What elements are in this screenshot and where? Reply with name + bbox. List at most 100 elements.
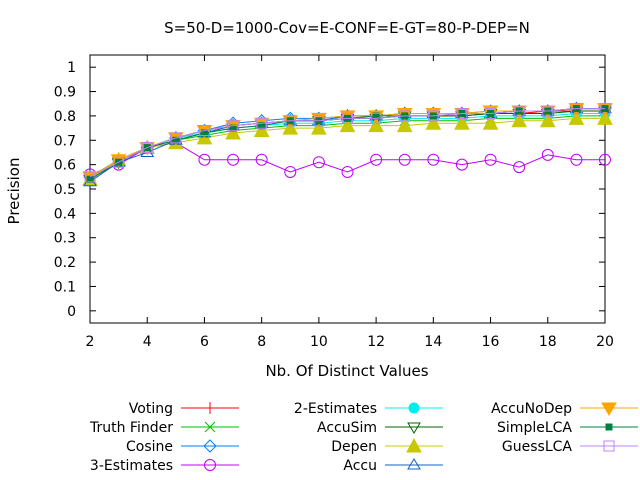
data-point bbox=[541, 148, 554, 161]
legend-label: 3-Estimates bbox=[90, 458, 173, 474]
data-point bbox=[427, 110, 439, 122]
data-point bbox=[368, 117, 384, 133]
data-point bbox=[256, 117, 268, 129]
legend-label: Cosine bbox=[126, 439, 173, 455]
data-point bbox=[339, 117, 356, 133]
data-point bbox=[198, 153, 211, 166]
legend-item-guesslca: GuessLCA bbox=[502, 439, 638, 455]
data-point bbox=[456, 107, 468, 119]
data-point bbox=[284, 115, 296, 127]
x-tick-label: 6 bbox=[200, 334, 209, 350]
data-point bbox=[84, 171, 96, 183]
data-point bbox=[255, 153, 268, 166]
data-point bbox=[599, 103, 611, 115]
data-point bbox=[455, 158, 468, 171]
legend-marker bbox=[407, 422, 421, 434]
data-point bbox=[341, 165, 354, 178]
y-tick-label: 0.1 bbox=[54, 279, 76, 295]
x-tick-label: 8 bbox=[257, 334, 266, 350]
y-tick-label: 0.6 bbox=[54, 158, 76, 174]
legend-marker bbox=[204, 459, 216, 471]
x-tick-label: 18 bbox=[539, 334, 557, 350]
legend-item-cosine: Cosine bbox=[126, 439, 239, 455]
y-tick-label: 0.7 bbox=[54, 133, 76, 149]
legend-item-2-estimates: 2-Estimates bbox=[294, 401, 443, 417]
data-point bbox=[570, 153, 583, 166]
legend-marker bbox=[406, 437, 422, 453]
legend-marker bbox=[407, 458, 421, 470]
y-tick-label: 0.2 bbox=[54, 255, 76, 271]
legend-label: 2-Estimates bbox=[294, 401, 377, 417]
data-point bbox=[284, 165, 297, 178]
data-point bbox=[370, 112, 382, 124]
data-point bbox=[370, 153, 383, 166]
plot-frame bbox=[89, 54, 606, 324]
legend-marker bbox=[603, 440, 615, 452]
data-point bbox=[542, 105, 554, 117]
data-point bbox=[513, 105, 525, 117]
legend: Voting Truth Finder Cosine 3-Estimates 2-Est… bbox=[89, 401, 638, 474]
data-point bbox=[227, 120, 239, 132]
x-tick-label: 14 bbox=[424, 334, 442, 350]
legend-marker bbox=[408, 402, 420, 414]
series-line bbox=[89, 108, 605, 178]
data-point bbox=[539, 112, 556, 128]
data-point bbox=[198, 125, 210, 137]
data-point bbox=[513, 161, 526, 174]
data-point bbox=[485, 107, 497, 119]
data-point bbox=[482, 115, 499, 130]
legend-label: Depen bbox=[331, 439, 377, 455]
data-point bbox=[227, 153, 240, 166]
data-point bbox=[597, 110, 613, 125]
y-tick-label: 0.5 bbox=[54, 182, 76, 198]
data-point bbox=[312, 156, 325, 169]
data-point bbox=[342, 112, 353, 124]
legend-label: GuessLCA bbox=[502, 439, 572, 455]
x-tick-label: 16 bbox=[482, 334, 500, 350]
series-layer bbox=[82, 101, 613, 187]
y-axis: 0 0.1 0.2 0.3 0.4 0.5 0.6 0.7 0.8 0.9 1 bbox=[54, 60, 605, 320]
legend-item-accusim: AccuSim bbox=[317, 420, 443, 436]
x-tick-label: 10 bbox=[310, 334, 328, 350]
y-tick-label: 0.9 bbox=[54, 85, 76, 101]
data-point bbox=[140, 145, 155, 157]
x-axis: 2 4 6 8 10 12 14 16 18 20 bbox=[86, 55, 614, 350]
data-point bbox=[454, 115, 470, 130]
data-point bbox=[511, 112, 528, 128]
legend-item-3-estimates: 3-Estimates bbox=[90, 458, 239, 474]
series-simplelca bbox=[86, 105, 609, 183]
y-tick-label: 0.4 bbox=[54, 206, 76, 222]
data-point bbox=[398, 153, 411, 166]
data-point bbox=[427, 153, 440, 166]
data-point bbox=[484, 153, 497, 166]
x-tick-label: 2 bbox=[86, 334, 95, 350]
legend-label: AccuSim bbox=[317, 420, 377, 436]
data-point bbox=[396, 117, 413, 133]
y-tick-label: 0.8 bbox=[54, 109, 76, 125]
data-point bbox=[570, 103, 582, 115]
legend-label: AccuNoDep bbox=[491, 401, 572, 417]
y-tick-label: 1 bbox=[67, 60, 76, 76]
data-point bbox=[399, 110, 411, 122]
legend-marker bbox=[605, 423, 613, 431]
legend-item-accunodep: AccuNoDep bbox=[491, 401, 638, 417]
data-point bbox=[599, 153, 611, 166]
legend-label: Accu bbox=[343, 458, 377, 474]
x-tick-label: 20 bbox=[596, 334, 614, 350]
y-tick-label: 0.3 bbox=[54, 231, 76, 247]
data-point bbox=[113, 156, 125, 168]
series-guesslca bbox=[84, 103, 611, 183]
legend-item-accu: Accu bbox=[343, 458, 443, 474]
chart-title: S=50-D=1000-Cov=E-CONF=E-GT=80-P-DEP=N bbox=[164, 19, 530, 37]
legend-item-truth-finder: Truth Finder bbox=[89, 420, 239, 436]
legend-item-voting: Voting bbox=[129, 401, 239, 417]
data-point bbox=[313, 115, 325, 127]
legend-marker bbox=[204, 421, 216, 433]
data-point bbox=[170, 132, 182, 144]
x-axis-label: Nb. Of Distinct Values bbox=[265, 362, 428, 380]
legend-label: Truth Finder bbox=[89, 420, 173, 436]
data-point bbox=[311, 120, 327, 135]
legend-label: SimpleLCA bbox=[497, 420, 572, 436]
x-tick-label: 4 bbox=[143, 334, 152, 350]
